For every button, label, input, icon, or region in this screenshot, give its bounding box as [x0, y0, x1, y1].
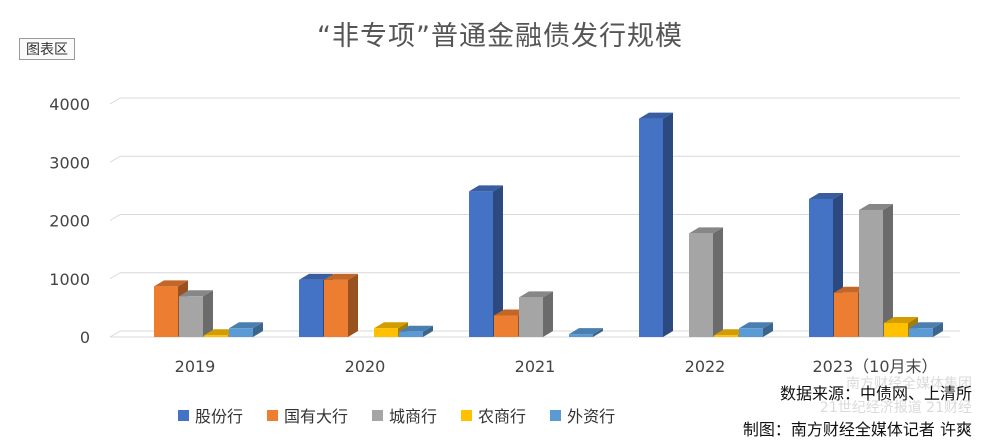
y-tick-label: 0	[80, 328, 90, 347]
bar-side	[663, 112, 673, 337]
bar	[909, 328, 933, 337]
bar-top	[909, 322, 943, 329]
bar-top	[154, 280, 188, 287]
bar	[324, 279, 348, 337]
bar	[689, 233, 713, 337]
bar	[374, 328, 398, 337]
bar-side	[933, 322, 943, 337]
bar-top	[374, 322, 408, 329]
legend-swatch	[267, 409, 279, 421]
bar-top	[179, 290, 213, 297]
y-tick-label: 4000	[49, 95, 90, 114]
bar	[494, 315, 518, 337]
bar-side	[253, 322, 263, 337]
legend-swatch	[550, 409, 562, 421]
legend-item: 股份行	[178, 403, 243, 427]
legend-swatch	[461, 409, 473, 421]
bar	[859, 210, 883, 337]
bar-top	[859, 204, 893, 211]
gridline-depth	[109, 97, 121, 105]
x-tick-label: 2020	[345, 357, 386, 376]
bar	[569, 334, 593, 337]
legend: 股份行 国有大行 城商行 农商行 外资行	[178, 403, 615, 427]
bar	[469, 191, 493, 337]
bar-top	[324, 273, 358, 280]
y-tick-label: 2000	[49, 212, 90, 231]
bar-side	[493, 185, 503, 337]
bar-top	[809, 192, 843, 199]
bar	[229, 328, 253, 337]
legend-label: 城商行	[389, 407, 438, 426]
watermark: 南方财经全媒体集团 21世纪经济报道 21财经	[820, 372, 972, 420]
legend-swatch	[178, 409, 189, 421]
bar	[809, 198, 833, 337]
bar	[834, 292, 858, 337]
data-source: 数据来源：中债网、上清所	[779, 384, 972, 403]
bar	[519, 297, 543, 337]
bar	[639, 118, 663, 337]
bar-top	[739, 322, 773, 329]
bar-top	[299, 273, 333, 280]
bar-side	[593, 328, 603, 337]
legend-item: 国有大行	[267, 403, 348, 427]
bar-side	[203, 290, 213, 337]
gridline-depth	[109, 272, 121, 280]
legend-item: 农商行	[461, 403, 526, 427]
bar-top	[884, 317, 918, 324]
legend-item: 外资行	[550, 403, 615, 427]
y-tick-label: 3000	[49, 153, 90, 172]
x-tick-label: 2022	[685, 357, 726, 376]
x-tick-label: 2021	[515, 357, 556, 376]
watermark-line: 南方财经全媒体集团	[846, 376, 972, 392]
x-tick-label: 2019	[175, 357, 216, 376]
chart-area-badge: 图表区	[19, 38, 75, 60]
bar-side	[883, 204, 893, 337]
bar	[884, 323, 908, 337]
bar	[154, 286, 178, 337]
bar	[739, 328, 763, 337]
x-tick-label: 2023（10月末）	[812, 357, 937, 376]
watermark-line: 21世纪经济报道 21财经	[819, 400, 972, 416]
legend-item: 城商行	[372, 403, 437, 427]
gridline-depth	[109, 330, 121, 338]
bar	[179, 296, 203, 337]
bar-top	[519, 291, 553, 298]
bar-side	[543, 291, 553, 337]
bar-side	[423, 325, 433, 337]
bar	[299, 279, 323, 337]
bar-top	[229, 322, 263, 329]
bar-top	[469, 185, 503, 192]
legend-label: 农商行	[478, 407, 527, 426]
bar-top	[689, 227, 723, 234]
bar-top	[639, 112, 673, 119]
bar-side	[763, 322, 773, 337]
chart-author: 制图：南方财经全媒体记者 许爽	[742, 420, 972, 439]
bar-side	[713, 227, 723, 337]
bar	[204, 335, 228, 337]
bar	[399, 331, 423, 337]
gridline-depth	[109, 155, 121, 163]
gridline-depth	[109, 214, 121, 221]
legend-swatch	[372, 409, 384, 421]
legend-label: 外资行	[567, 407, 616, 426]
bar-top	[399, 325, 433, 332]
y-tick-label: 1000	[49, 270, 90, 289]
bar-top	[569, 328, 603, 335]
legend-label: 股份行	[195, 407, 244, 426]
bar-side	[348, 273, 358, 337]
bar	[714, 335, 738, 337]
legend-label: 国有大行	[284, 407, 349, 426]
chart-title: “非专项”普通金融债发行规模	[317, 21, 683, 52]
